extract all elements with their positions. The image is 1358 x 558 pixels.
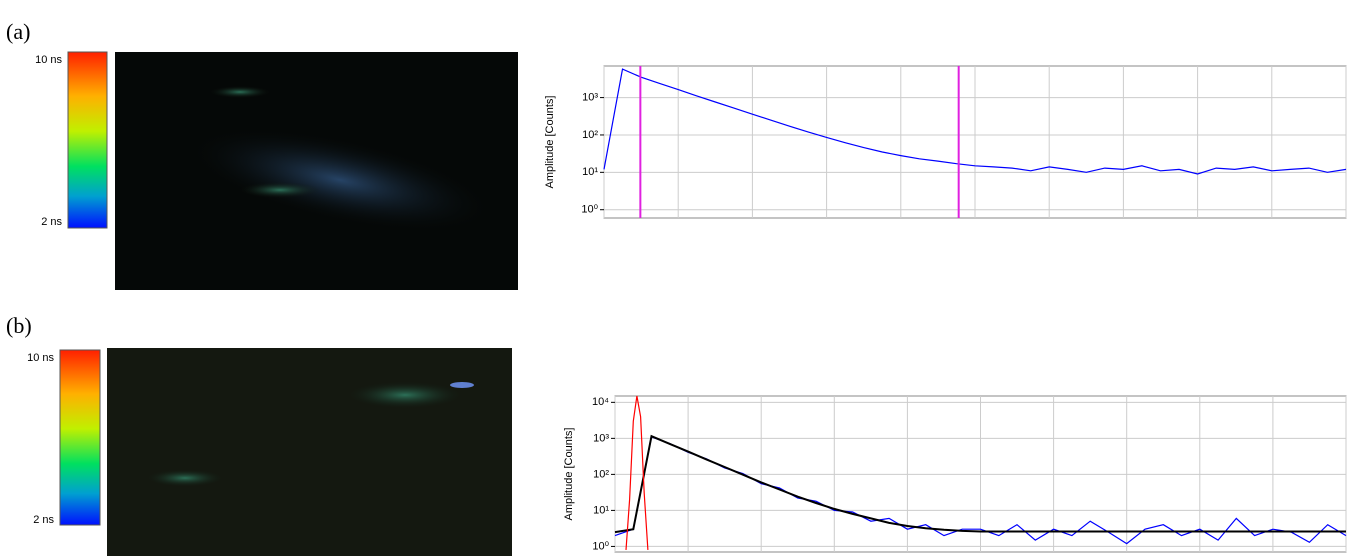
y-tick-label: 10¹ — [593, 504, 609, 516]
y-tick-label: 10³ — [593, 432, 609, 444]
colorbar-label: 2 ns — [33, 514, 54, 526]
series-line — [625, 395, 649, 550]
colorbar — [59, 349, 101, 526]
y-axis-label: Amplitude [Counts] — [563, 428, 575, 521]
panel-label: (b) — [6, 313, 32, 338]
image — [115, 52, 518, 290]
panel-label: (a) — [6, 19, 30, 44]
image — [107, 348, 512, 556]
colorbar-label: 10 ns — [35, 54, 62, 66]
y-tick-label: 10² — [582, 129, 598, 141]
colorbar-label: 10 ns — [27, 352, 54, 364]
colorbar-label: 2 ns — [41, 216, 62, 228]
y-tick-label: 10⁰ — [581, 204, 598, 216]
y-tick-label: 10⁰ — [592, 540, 609, 552]
y-tick-label: 10³ — [582, 91, 598, 103]
series-line — [603, 68, 1347, 175]
series-line — [614, 434, 1346, 534]
y-tick-label: 10¹ — [582, 166, 598, 178]
y-axis-label: Amplitude [Counts] — [544, 96, 556, 189]
y-tick-label: 10⁴ — [592, 396, 609, 408]
colorbar — [67, 51, 108, 229]
y-tick-label: 10² — [593, 468, 609, 480]
